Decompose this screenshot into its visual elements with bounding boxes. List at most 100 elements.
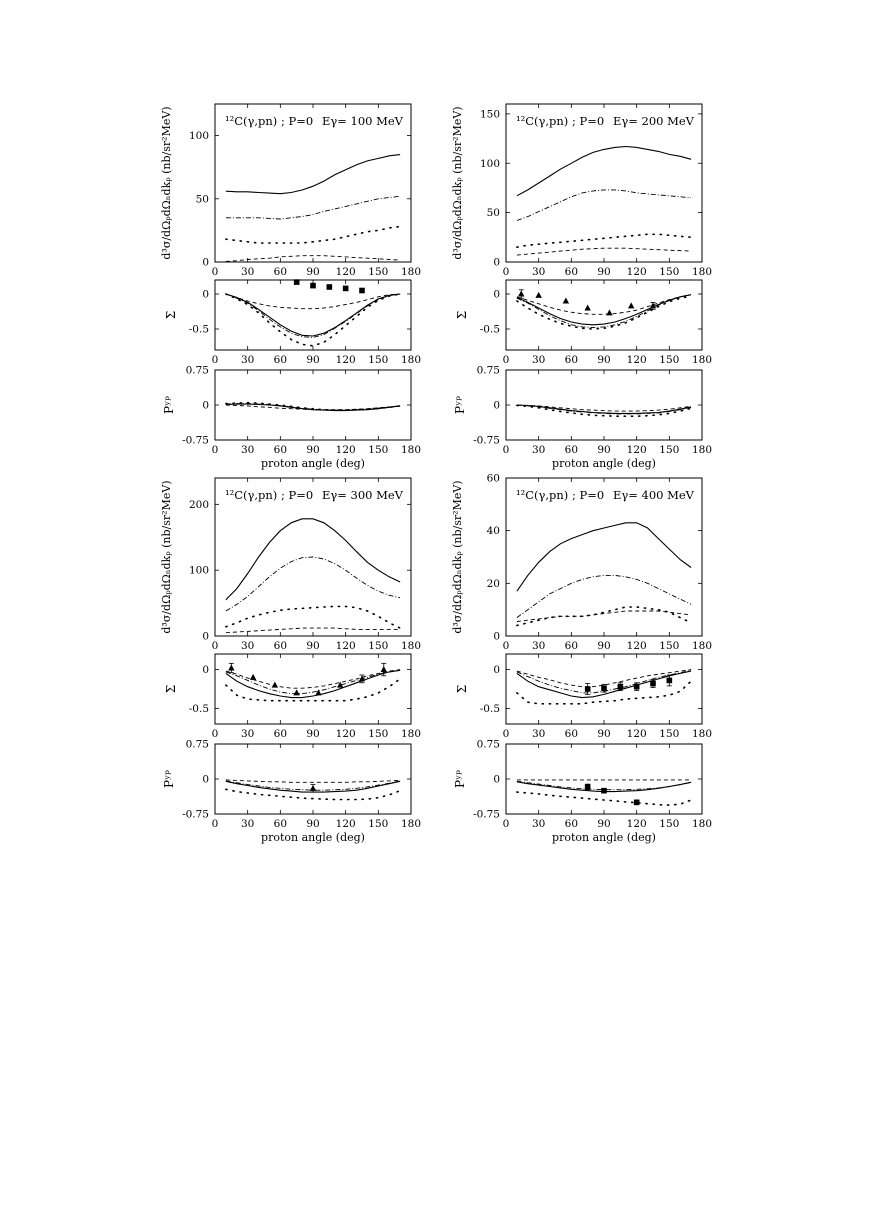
x-tick-label: 60 — [274, 818, 287, 830]
series-solid-line — [225, 293, 401, 337]
series-dashed-line — [225, 293, 401, 310]
series-dotted-line — [225, 605, 401, 629]
x-tick-label: 90 — [306, 728, 319, 740]
series-dashed-line — [516, 404, 692, 412]
x-tick-label: 60 — [565, 728, 578, 740]
y-tick-label: 0 — [493, 631, 500, 643]
y-tick-label: -0.5 — [480, 703, 500, 715]
data-point-triangle — [228, 664, 235, 671]
x-tick-label: 120 — [336, 354, 356, 366]
x-tick-label: 90 — [597, 728, 610, 740]
x-tick-label: 0 — [503, 818, 510, 830]
x-tick-label: 30 — [241, 818, 254, 830]
data-point-triangle — [380, 666, 387, 673]
plot-frame — [214, 743, 412, 815]
series-dashed-line — [225, 779, 401, 783]
data-point-square — [633, 683, 640, 690]
x-tick-label: 90 — [597, 640, 610, 652]
reaction-label: ¹²C(γ,pn) ; P=0 — [516, 114, 604, 128]
x-tick-label: 30 — [241, 640, 254, 652]
y-tick-label: 0.75 — [186, 365, 209, 377]
panel-cross-section: 0 30 60 90 120 150 180 0 50 100 150 d³σ/dΩₚdΩₙdkₚ (… — [451, 103, 712, 278]
x-tick-label: 120 — [336, 728, 356, 740]
plot-frame — [214, 279, 412, 351]
x-tick-label: 180 — [692, 818, 712, 830]
x-tick-label: 150 — [368, 728, 388, 740]
x-tick-label: 150 — [659, 640, 679, 652]
series-dotted-line — [516, 606, 692, 627]
chart-400MeV: 0 30 60 90 120 150 180 0 20 40 60 d³σ/dΩₚdΩₙdkₚ (nb… — [451, 473, 712, 845]
y-axis-title-cross-section: d³σ/dΩₚdΩₙdkₚ (nb/sr²MeV) — [451, 480, 464, 633]
y-tick-label: -0.5 — [189, 703, 209, 715]
x-tick-label: 120 — [627, 728, 647, 740]
x-tick-label: 60 — [565, 640, 578, 652]
data-point-square — [617, 683, 624, 690]
x-tick-label: 120 — [627, 354, 647, 366]
y-tick-label: 0.75 — [186, 739, 209, 751]
y-tick-label: 0 — [202, 289, 209, 301]
series-solid-line — [225, 518, 401, 601]
plot-frame — [214, 653, 412, 725]
panel-cross-section: 0 30 60 90 120 150 180 0 50 100 d³σ/dΩₚdΩₙdkₚ (nb/… — [160, 103, 421, 278]
chart-300MeV: 0 30 60 90 120 150 180 0 100 200 d³σ/dΩₚdΩₙdkₚ (nb… — [160, 477, 421, 844]
series-dotted-line — [225, 401, 401, 411]
energy-label: Eγ= 200 MeV — [613, 114, 695, 128]
series-solid-line — [516, 145, 692, 197]
x-tick-label: 30 — [532, 728, 545, 740]
x-tick-label: 30 — [241, 266, 254, 278]
data-point-triangle — [309, 784, 317, 791]
y-tick-label: 0 — [493, 664, 500, 676]
x-tick-label: 0 — [503, 728, 510, 740]
energy-label: Eγ= 400 MeV — [613, 488, 695, 502]
x-tick-label: 90 — [597, 266, 610, 278]
series-dashdot-line — [225, 293, 401, 338]
chart-100MeV: 0 30 60 90 120 150 180 0 50 100 d³σ/dΩₚdΩₙdkₚ (nb/… — [160, 103, 421, 471]
x-tick-label: 60 — [274, 728, 287, 740]
x-tick-label: 180 — [401, 728, 421, 740]
plot-frame — [505, 279, 703, 351]
x-tick-label: 60 — [274, 444, 287, 456]
y-tick-label: 0.75 — [477, 739, 500, 751]
y-tick-label: 0 — [202, 664, 209, 676]
y-axis-title-polarization: Pʸᵖ — [453, 396, 467, 414]
plot-frame — [505, 743, 703, 815]
data-point-triangle — [271, 681, 279, 688]
y-tick-label: 100 — [480, 158, 500, 170]
reaction-label: ¹²C(γ,pn) ; P=0 — [225, 114, 313, 128]
x-tick-label: 120 — [336, 444, 356, 456]
x-tick-label: 180 — [692, 266, 712, 278]
y-tick-label: 20 — [487, 578, 500, 590]
plot-frame — [214, 369, 412, 441]
y-axis-title-cross-section: d³σ/dΩₚdΩₙdkₚ (nb/sr²MeV) — [160, 106, 173, 259]
series-dotted-line — [225, 788, 401, 801]
panel-cross-section: 0 30 60 90 120 150 180 0 20 40 60 d³σ/dΩₚdΩₙdkₚ (nb… — [451, 473, 712, 653]
x-tick-label: 90 — [597, 444, 610, 456]
x-tick-label: 180 — [692, 728, 712, 740]
y-axis-title-polarization: Pʸᵖ — [162, 396, 176, 414]
plot-frame — [505, 369, 703, 441]
x-tick-label: 0 — [212, 728, 219, 740]
data-point-square — [601, 685, 607, 692]
x-tick-label: 60 — [565, 444, 578, 456]
y-axis-title-sigma: Σ — [164, 685, 178, 693]
y-tick-label: 150 — [480, 108, 500, 120]
data-point-square — [293, 279, 300, 285]
x-tick-label: 90 — [306, 266, 319, 278]
y-axis-title-sigma: Σ — [455, 685, 469, 693]
series-dashdot-line — [225, 556, 401, 612]
series-solid-line — [516, 294, 692, 326]
data-point-triangle — [293, 689, 300, 696]
y-tick-label: 40 — [487, 525, 500, 537]
y-tick-label: 60 — [487, 473, 500, 485]
x-tick-label: 30 — [241, 354, 254, 366]
x-tick-label: 30 — [532, 444, 545, 456]
x-axis-title: proton angle (deg) — [552, 457, 656, 470]
y-axis-title-polarization: Pʸᵖ — [453, 770, 467, 788]
y-tick-label: 50 — [487, 207, 500, 219]
x-tick-label: 30 — [241, 444, 254, 456]
data-point-square — [310, 282, 316, 289]
y-tick-label: 100 — [189, 130, 209, 142]
series-dotted-line — [225, 678, 401, 702]
x-tick-label: 30 — [532, 266, 545, 278]
